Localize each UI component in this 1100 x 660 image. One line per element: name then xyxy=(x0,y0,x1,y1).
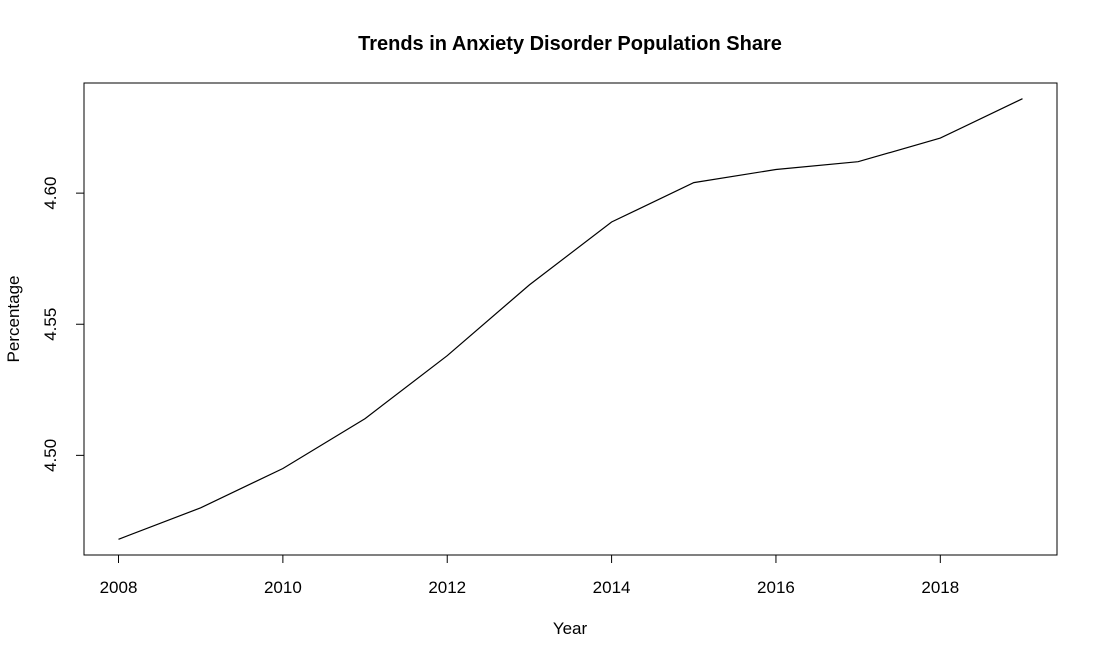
x-tick-label: 2018 xyxy=(921,578,959,597)
series-layer xyxy=(118,98,1023,540)
chart-title: Trends in Anxiety Disorder Population Sh… xyxy=(358,33,782,55)
series-line xyxy=(118,98,1023,540)
x-tick-label: 2010 xyxy=(264,578,302,597)
plot-frame xyxy=(83,82,1058,556)
x-tick-label: 2016 xyxy=(757,578,795,597)
x-tick-label: 2012 xyxy=(428,578,466,597)
x-tick-label: 2008 xyxy=(100,578,138,597)
y-tick-label: 4.55 xyxy=(41,308,60,341)
x-axis-label: Year xyxy=(553,619,588,638)
y-tick-label: 4.50 xyxy=(41,439,60,472)
y-axis: 4.50 4.55 4.60 xyxy=(41,177,85,472)
y-axis-label: Percentage xyxy=(4,276,23,363)
x-tick-label: 2014 xyxy=(593,578,631,597)
x-axis: 2008 2010 2012 2014 2016 2018 xyxy=(100,554,959,597)
y-tick-label: 4.60 xyxy=(41,177,60,210)
